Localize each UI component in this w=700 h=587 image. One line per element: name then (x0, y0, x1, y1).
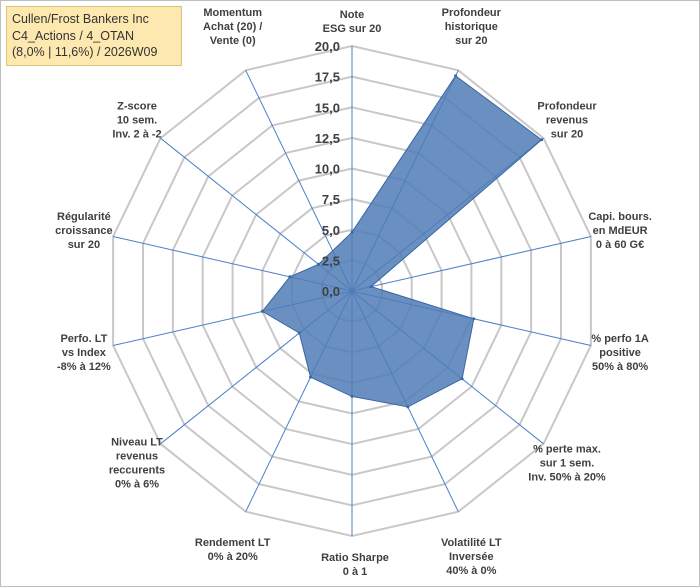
axis-label-9: Niveau LT revenus reccurents 0% à 6% (109, 437, 165, 491)
axis-label-6-line-1: Inversée (449, 551, 494, 563)
axis-label-0: Note ESG sur 20 (323, 9, 382, 35)
axis-label-2-line-2: sur 20 (551, 129, 583, 141)
axis-label-12: Z-score 10 sem. Inv. 2 à -2 (112, 101, 161, 141)
tick-label-6: 15,0 (315, 100, 340, 115)
axis-label-1: Profondeur historique sur 20 (442, 7, 502, 47)
data-point-9 (297, 331, 301, 335)
axis-label-3-line-0: Capi. bours. (588, 211, 652, 223)
axis-label-5-line-2: Inv. 50% à 20% (528, 472, 606, 484)
data-point-0 (350, 230, 354, 234)
title-line-3: (8,0% | 11,6%) / 2026W09 (12, 45, 158, 59)
tick-label-7: 17,5 (315, 70, 340, 85)
tick-label-1: 2,5 (322, 253, 340, 268)
axis-label-8: Rendement LT 0% à 20% (195, 537, 271, 563)
axis-label-12-line-2: Inv. 2 à -2 (112, 129, 161, 141)
axis-label-3: Capi. bours. en MdEUR 0 à 60 G€ (588, 211, 652, 251)
axis-label-2: Profondeur revenus sur 20 (537, 101, 597, 141)
axis-label-13-line-2: Vente (0) (210, 35, 256, 47)
data-point-8 (309, 375, 312, 379)
axis-label-9-line-1: revenus (116, 451, 158, 463)
chart-title-box: Cullen/Frost Bankers Inc C4_Actions / 4_… (6, 6, 182, 66)
axis-label-7: Ratio Sharpe 0 à 1 (321, 552, 389, 578)
tick-label-3: 7,5 (322, 192, 340, 207)
axis-label-6: Volatilité LT Inversée 40% à 0% (441, 537, 502, 577)
axis-label-8-line-0: Rendement LT (195, 537, 271, 549)
axis-label-10-line-0: Perfo. LT (60, 333, 107, 345)
axis-label-12-line-1: 10 sem. (117, 115, 157, 127)
axis-label-2-line-0: Profondeur (537, 101, 597, 113)
data-point-6 (406, 405, 410, 409)
data-point-7 (350, 394, 354, 398)
data-point-3 (369, 285, 373, 289)
title-line-2: C4_Actions / 4_OTAN (12, 28, 135, 43)
axis-label-5-line-0: % perte max. (533, 444, 601, 456)
data-point-2 (540, 138, 544, 142)
axis-label-4-line-1: positive (599, 347, 641, 359)
axis-label-9-line-0: Niveau LT (111, 437, 163, 449)
axis-label-7-line-0: Ratio Sharpe (321, 552, 389, 564)
axis-label-13-line-1: Achat (20) / (203, 21, 262, 33)
axis-label-1-line-0: Profondeur (442, 7, 502, 19)
tick-label-2: 5,0 (322, 223, 340, 238)
axis-label-3-line-1: en MdEUR (593, 225, 648, 237)
tick-label-0: 0,0 (322, 284, 340, 299)
spoke-3 (351, 236, 592, 292)
data-point-4 (472, 317, 476, 321)
axis-label-12-line-0: Z-score (117, 101, 157, 113)
axis-label-11: Régularité croissance sur 20 (55, 211, 112, 251)
axis-label-10: Perfo. LT vs Index -8% à 12% (57, 333, 111, 373)
tick-label-4: 10,0 (315, 162, 340, 177)
axis-label-9-line-3: 0% à 6% (115, 479, 159, 491)
tick-label-8: 20,0 (315, 39, 340, 54)
axis-label-13: Momentum Achat (20) / Vente (0) (203, 7, 262, 47)
axis-label-4-line-0: % perfo 1A (591, 333, 649, 345)
data-point-5 (460, 377, 464, 381)
tick-label-5: 12,5 (315, 131, 340, 146)
axis-label-11-line-1: croissance (55, 225, 112, 237)
axis-label-6-line-0: Volatilité LT (441, 537, 502, 549)
axis-label-5: % perte max. sur 1 sem. Inv. 50% à 20% (528, 444, 606, 484)
axis-label-4: % perfo 1A positive 50% à 80% (591, 333, 649, 373)
axis-label-1-line-2: sur 20 (455, 35, 487, 47)
axis-label-6-line-2: 40% à 0% (446, 565, 496, 577)
axis-label-13-line-0: Momentum (203, 7, 262, 19)
axis-label-4-line-2: 50% à 80% (592, 361, 648, 373)
data-point-10 (260, 309, 264, 313)
data-point-12 (317, 262, 320, 266)
axis-label-0-line-0: Note (340, 9, 364, 21)
axis-label-1-line-1: historique (445, 21, 498, 33)
axis-label-2-line-1: revenus (546, 115, 588, 127)
title-line-1: Cullen/Frost Bankers Inc (12, 12, 149, 26)
data-point-1 (454, 74, 458, 78)
axis-label-5-line-1: sur 1 sem. (540, 458, 594, 470)
data-point-11 (288, 275, 292, 279)
axis-label-7-line-1: 0 à 1 (343, 566, 367, 578)
series-area-0 (261, 75, 543, 408)
axis-label-10-line-2: -8% à 12% (57, 361, 111, 373)
axis-label-10-line-1: vs Index (62, 347, 107, 359)
axis-label-9-line-2: reccurents (109, 465, 165, 477)
axis-label-3-line-2: 0 à 60 G€ (596, 239, 644, 251)
axis-label-11-line-0: Régularité (57, 211, 111, 223)
axis-label-11-line-2: sur 20 (68, 239, 100, 251)
axis-label-0-line-1: ESG sur 20 (323, 23, 382, 35)
axis-label-8-line-1: 0% à 20% (208, 551, 258, 563)
